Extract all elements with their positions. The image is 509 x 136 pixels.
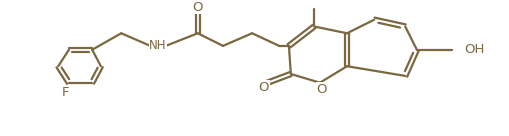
Text: O: O (192, 1, 203, 14)
Text: F: F (62, 86, 70, 99)
Text: OH: OH (464, 43, 485, 56)
Text: O: O (259, 81, 269, 94)
Text: O: O (317, 83, 327, 96)
Text: NH: NH (149, 39, 167, 52)
